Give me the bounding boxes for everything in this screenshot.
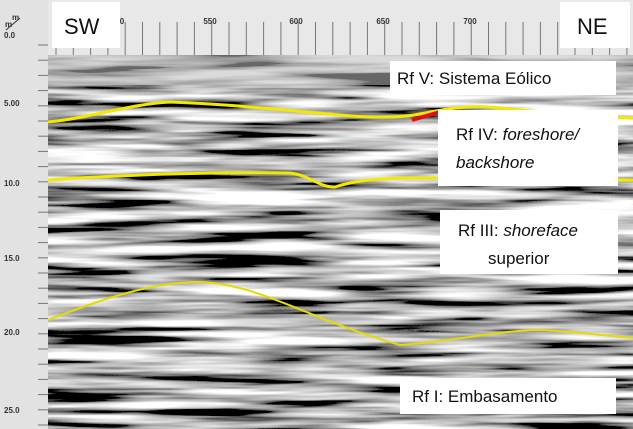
- left-tick-label: 20.0: [4, 328, 20, 337]
- corner-box-left: [52, 2, 120, 48]
- corner-label: NE: [577, 14, 608, 39]
- reflector-v: [47, 100, 633, 124]
- top-tick-label: 700: [463, 17, 477, 26]
- unit-slash: [5, 17, 21, 31]
- annotation-box: [390, 61, 616, 95]
- top-tick-label: 0: [120, 17, 125, 26]
- annotation: Rf V: Sistema Eólico: [397, 69, 551, 88]
- annotation-part: shoreface: [503, 221, 578, 240]
- left-tick-label: 25.0: [4, 406, 20, 415]
- left-tick-label: 0.0: [4, 31, 16, 40]
- annotation-part: backshore: [456, 153, 534, 172]
- reflector-i: [47, 280, 633, 347]
- left-ruler: [0, 0, 48, 429]
- annotation-box: [400, 378, 616, 414]
- unit-bottom: m: [5, 20, 12, 29]
- corner-label: SW: [64, 14, 100, 39]
- red-segment: [411, 110, 441, 122]
- left-tick-label: 5.00: [4, 99, 20, 108]
- unit-top: m: [12, 13, 19, 22]
- annotation: Rf IV: foreshore/: [456, 125, 581, 144]
- annotation: Rf I: Embasamento: [412, 387, 558, 406]
- corner-box-right: [560, 2, 630, 48]
- annotation-part: Rf IV:: [456, 125, 503, 144]
- left-tick-label: 15.0: [4, 254, 20, 263]
- left-tick-label: 10.0: [4, 179, 20, 188]
- annotation: Rf III: shoreface: [458, 221, 578, 240]
- annotation-part: Rf III:: [458, 221, 503, 240]
- annotation-part: superior: [488, 249, 550, 268]
- top-tick-label: 650: [376, 17, 390, 26]
- top-ruler: [48, 0, 633, 55]
- top-tick-label: 600: [289, 17, 303, 26]
- annotation-part: foreshore/: [503, 125, 582, 144]
- annotation-box: [438, 110, 618, 186]
- annotation-box: [440, 210, 618, 274]
- top-tick-label: 550: [203, 17, 217, 26]
